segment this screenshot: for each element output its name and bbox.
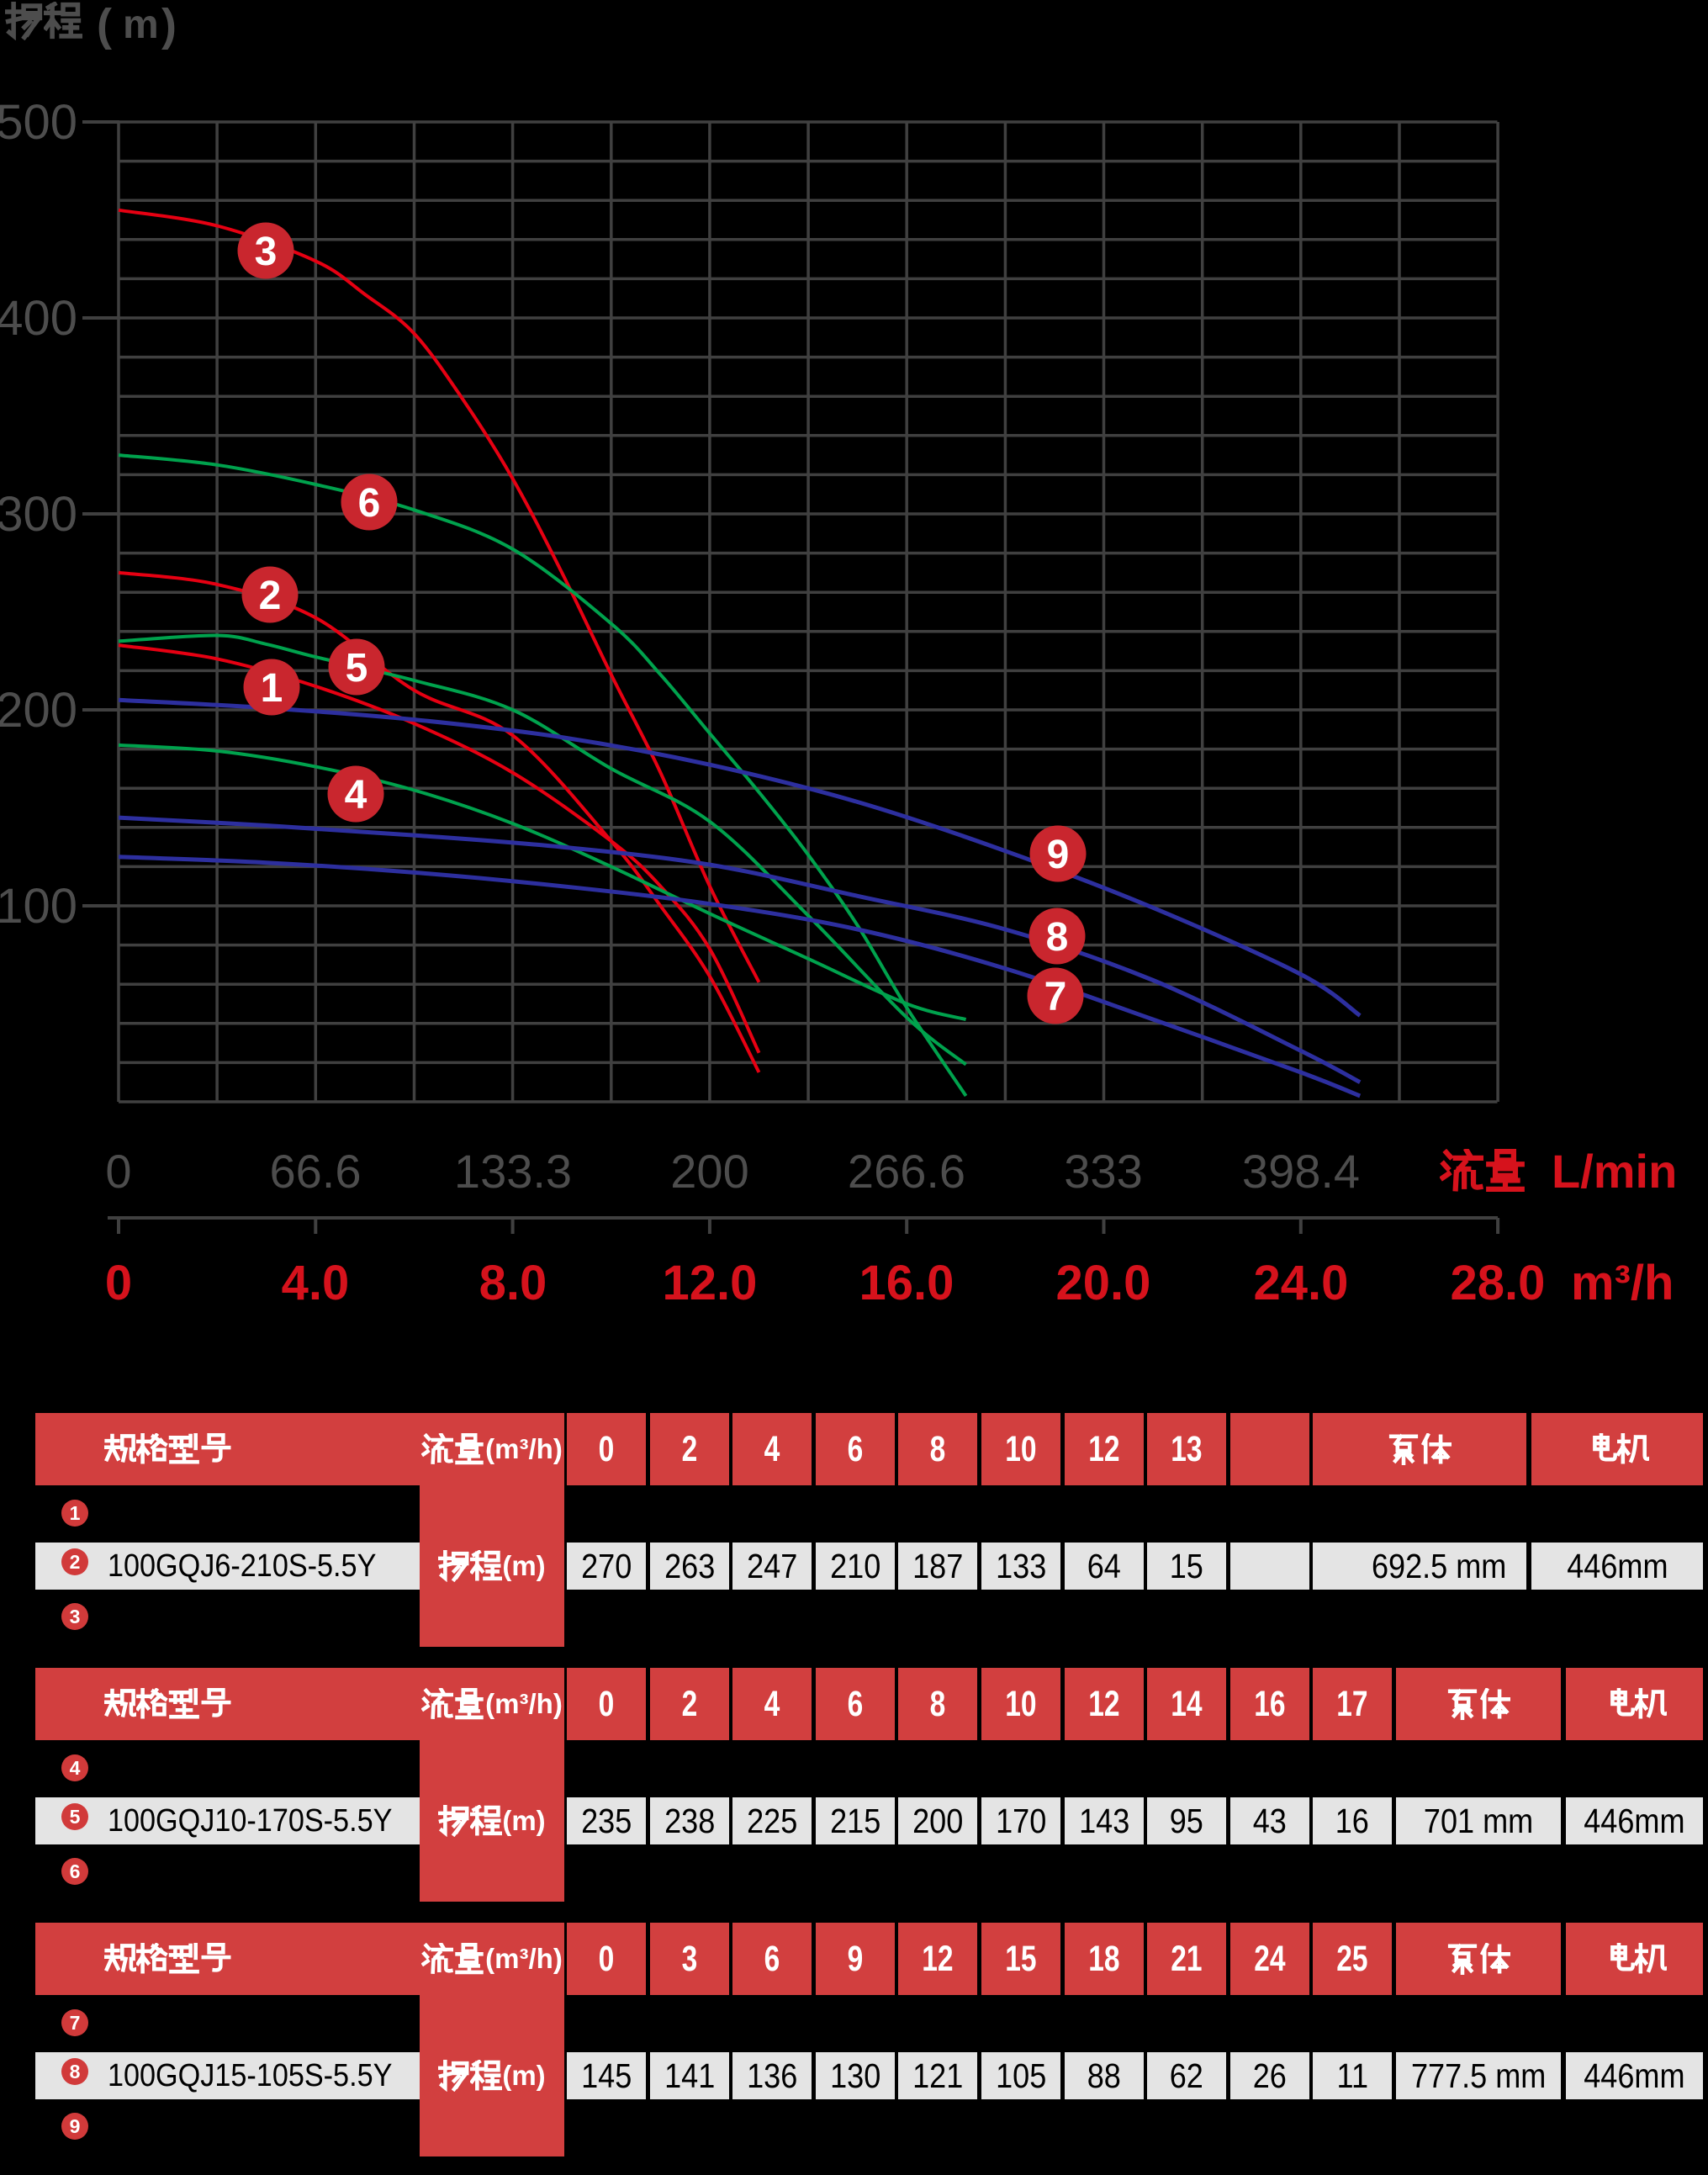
svg-text:200: 200 [0, 683, 77, 738]
svg-text:8.0: 8.0 [479, 1256, 547, 1310]
svg-text:9: 9 [1047, 833, 1070, 877]
svg-text:24.0: 24.0 [1254, 1256, 1349, 1310]
svg-text:333: 333 [1064, 1145, 1142, 1198]
svg-text:3: 3 [255, 230, 278, 274]
svg-text:400: 400 [0, 291, 77, 346]
svg-text:100: 100 [0, 879, 77, 934]
svg-text:20.0: 20.0 [1056, 1256, 1151, 1310]
svg-text:500: 500 [0, 95, 77, 150]
svg-text:m³/h: m³/h [1571, 1256, 1674, 1310]
svg-text:300: 300 [0, 487, 77, 542]
svg-text:4.0: 4.0 [282, 1256, 350, 1310]
svg-text:1: 1 [261, 666, 283, 711]
svg-text:12.0: 12.0 [663, 1256, 758, 1310]
svg-text:5: 5 [346, 646, 368, 691]
svg-text:133.3: 133.3 [454, 1145, 572, 1198]
svg-text:0: 0 [105, 1145, 131, 1198]
svg-text:28.0: 28.0 [1451, 1256, 1546, 1310]
svg-text:398.4: 398.4 [1242, 1145, 1360, 1198]
svg-text:0: 0 [105, 1256, 132, 1310]
svg-text:200: 200 [670, 1145, 748, 1198]
svg-text:6: 6 [358, 481, 381, 526]
svg-text:4: 4 [345, 773, 368, 818]
svg-text:7: 7 [1044, 975, 1067, 1019]
svg-text:266.6: 266.6 [848, 1145, 965, 1198]
svg-text:m: m [123, 3, 159, 47]
svg-text:): ) [161, 0, 177, 50]
svg-text:L/min: L/min [1552, 1145, 1677, 1198]
svg-text:2: 2 [259, 574, 282, 618]
svg-text:66.6: 66.6 [270, 1145, 362, 1198]
svg-text:16.0: 16.0 [859, 1256, 954, 1310]
svg-text:8: 8 [1046, 915, 1069, 960]
svg-text:(: ( [97, 0, 112, 50]
